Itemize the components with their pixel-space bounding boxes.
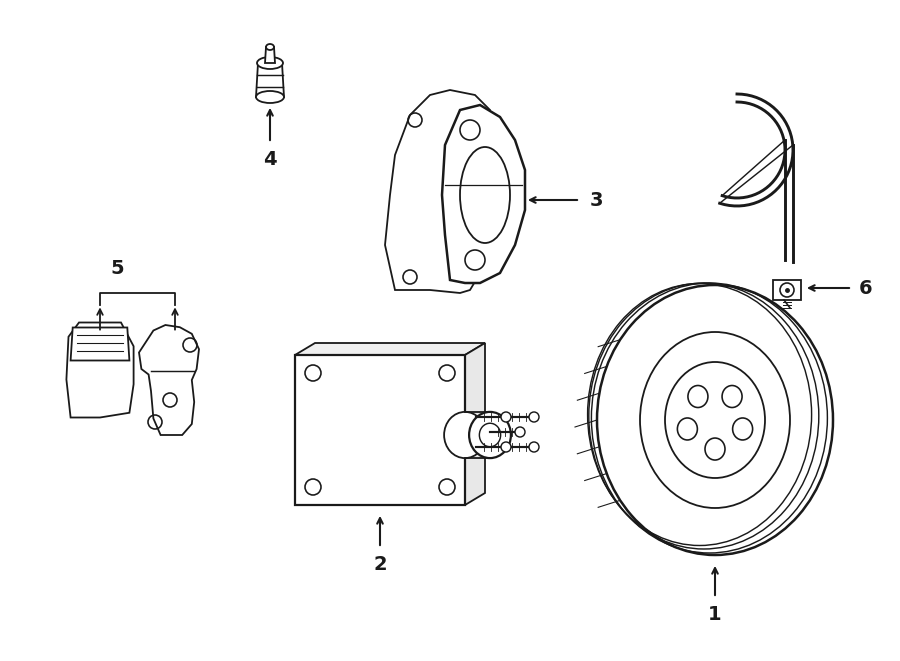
Polygon shape [773,280,801,300]
Ellipse shape [501,442,511,452]
Polygon shape [67,323,133,418]
Ellipse shape [501,412,511,422]
Text: 4: 4 [263,150,277,169]
Polygon shape [295,343,485,355]
Text: 1: 1 [708,605,722,624]
Ellipse shape [469,412,511,458]
Ellipse shape [515,427,525,437]
Text: 3: 3 [590,190,604,210]
Polygon shape [385,90,490,293]
Text: 6: 6 [859,278,873,297]
Polygon shape [465,343,485,505]
Ellipse shape [256,91,284,103]
Polygon shape [139,325,199,435]
Ellipse shape [257,57,283,69]
Polygon shape [442,105,525,283]
Ellipse shape [529,442,539,452]
Polygon shape [70,327,130,360]
Ellipse shape [444,412,486,458]
Polygon shape [265,47,275,63]
Text: 2: 2 [374,555,387,574]
Polygon shape [256,63,284,97]
Polygon shape [295,355,465,505]
Ellipse shape [266,44,274,50]
Text: 5: 5 [111,258,124,278]
Ellipse shape [529,412,539,422]
